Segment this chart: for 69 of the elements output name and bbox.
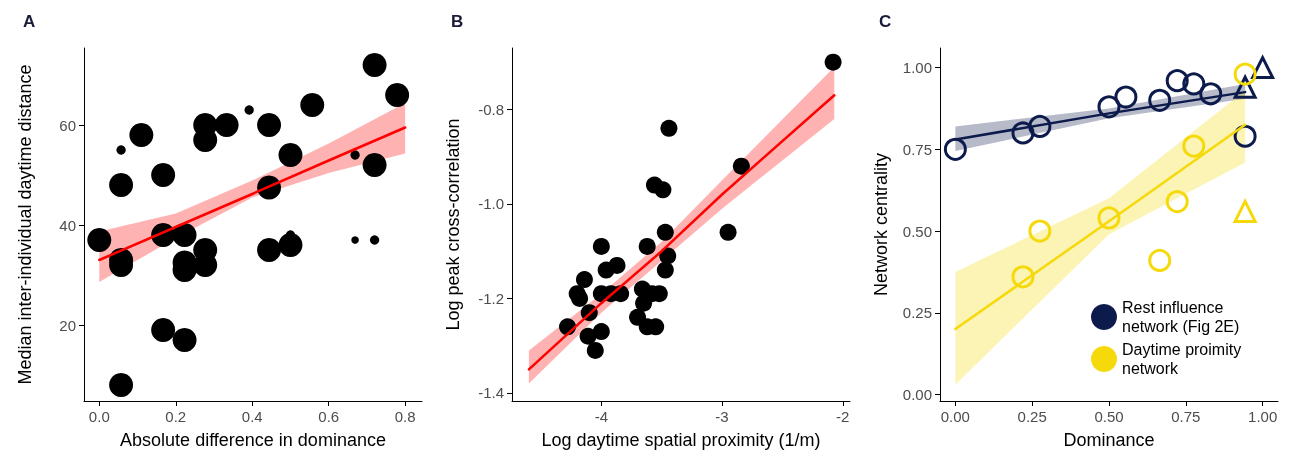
y-tick-label: 0.00	[902, 385, 932, 403]
point	[719, 223, 737, 241]
point	[1233, 62, 1257, 86]
point	[1028, 219, 1052, 243]
point	[656, 261, 674, 279]
y-tick-label: -0.8	[478, 100, 504, 118]
x-tick-label: 0.6	[318, 408, 340, 425]
x-tick-label: -2	[836, 408, 850, 425]
point	[1182, 72, 1206, 96]
x-tick-label: 1.00	[1248, 408, 1278, 425]
x-tick-label: 0.25	[1017, 408, 1047, 425]
point	[732, 157, 750, 175]
y-tick-label: 20	[59, 316, 76, 334]
y-tick-label: -1.4	[478, 384, 504, 402]
point	[654, 181, 672, 199]
point	[1114, 85, 1138, 109]
line-series	[98, 126, 407, 262]
x-tick-label: 0.4	[241, 408, 263, 425]
point	[575, 271, 593, 289]
y-tick-label: 0.25	[902, 304, 932, 322]
point	[943, 137, 967, 161]
point	[1148, 88, 1172, 112]
point	[1165, 190, 1189, 214]
point	[1097, 206, 1121, 230]
y-tick-label: 60	[59, 116, 76, 134]
point	[1233, 199, 1257, 223]
x-tick-label: 0.50	[1094, 408, 1124, 425]
legend-label: Daytime proimity network	[1122, 341, 1246, 377]
point	[1028, 114, 1052, 138]
x-tick-label: 0.2	[165, 408, 187, 425]
point	[1182, 134, 1206, 158]
point	[638, 237, 656, 255]
point	[592, 323, 610, 341]
point	[656, 223, 674, 241]
point	[824, 53, 842, 71]
point	[592, 237, 610, 255]
y-tick-label: 1.00	[902, 59, 932, 77]
point	[660, 119, 678, 137]
point	[1148, 248, 1172, 272]
x-axis-title: Log daytime spatial proximity (1/m)	[541, 430, 821, 450]
x-tick-label: -3	[715, 408, 729, 425]
chart-title: A	[23, 12, 36, 31]
point	[635, 294, 653, 312]
chart-title: B	[451, 12, 464, 31]
y-tick-label: -1.2	[478, 289, 504, 307]
y-axis-title: Log peak cross-correlation	[443, 118, 463, 331]
x-axis-title: Absolute difference in dominance	[120, 430, 386, 450]
y-axis-title: Network centrality	[871, 152, 891, 297]
y-tick-label: -1.0	[478, 195, 504, 213]
x-tick-label: 0.8	[394, 408, 416, 425]
point	[1011, 265, 1035, 289]
legend-label: Rest influence network (Fig 2E)	[1122, 299, 1240, 335]
x-tick-label: 0.00	[940, 408, 970, 425]
point	[586, 341, 604, 359]
y-tick-label: 0.75	[902, 140, 932, 158]
x-tick-label: -4	[594, 408, 608, 425]
chart-title: C	[879, 12, 892, 31]
x-axis-title: Dominance	[1063, 430, 1155, 450]
point	[1199, 82, 1223, 106]
point	[629, 308, 647, 326]
y-axis-title: Median inter-individual daytime distance	[15, 64, 35, 385]
x-tick-label: 0.0	[88, 408, 110, 425]
point	[597, 261, 615, 279]
y-tick-label: 0.50	[902, 222, 932, 240]
y-tick-label: 40	[59, 216, 76, 234]
point	[1011, 121, 1035, 145]
point	[1097, 95, 1121, 119]
x-tick-label: 0.75	[1171, 408, 1201, 425]
point	[1165, 69, 1189, 93]
